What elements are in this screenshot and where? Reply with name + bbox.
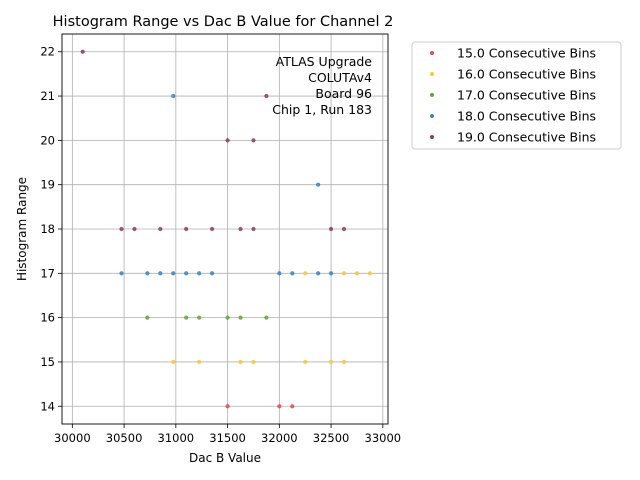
y-tick-label: 14 [40, 399, 55, 413]
data-point-series-2 [367, 271, 373, 276]
data-point-series-1 [225, 404, 230, 409]
data-point-series-5 [80, 49, 85, 54]
data-point-series-4 [277, 271, 282, 276]
data-point-series-5 [158, 226, 163, 232]
data-point-series-1 [277, 404, 282, 409]
data-point-series-2 [341, 271, 347, 276]
data-point-series-5 [225, 138, 230, 143]
y-tick-label: 17 [40, 266, 55, 280]
x-tick-label: 31000 [158, 431, 195, 445]
y-tick-label: 20 [40, 133, 55, 147]
data-point-series-3 [183, 315, 189, 320]
x-tick-label: 30000 [54, 431, 91, 445]
annotation-line: ATLAS Upgrade [276, 54, 373, 69]
annotation-line: COLUTAv4 [308, 70, 372, 85]
legend-frame [411, 41, 622, 150]
data-point-series-2 [171, 359, 176, 365]
data-point-series-5 [183, 226, 189, 232]
legend-label-series-5: 19.0 Consecutive Bins [457, 130, 596, 145]
data-point-series-4 [183, 271, 189, 276]
data-point-series-3 [196, 315, 202, 320]
legend-label-series-1: 15.0 Consecutive Bins [457, 46, 596, 61]
data-point-series-2 [251, 359, 256, 365]
x-tick-label: 33000 [365, 431, 402, 445]
data-point-series-5 [209, 226, 215, 232]
legend-label-series-2: 16.0 Consecutive Bins [457, 67, 596, 82]
data-point-series-4 [196, 271, 202, 276]
data-point-series-2 [303, 271, 308, 276]
legend-marker-series-1 [430, 51, 434, 55]
annotation-line: Board 96 [315, 86, 372, 101]
y-tick-label: 16 [40, 311, 55, 325]
data-point-series-5 [328, 226, 334, 232]
data-point-series-5 [132, 226, 137, 232]
legend-label-series-4: 18.0 Consecutive Bins [457, 109, 596, 124]
data-point-series-4 [119, 271, 124, 276]
legend-marker-series-2 [430, 72, 434, 76]
legend-marker-series-4 [430, 114, 434, 118]
data-point-series-3 [145, 315, 150, 320]
data-point-series-3 [225, 315, 230, 320]
x-tick-label: 31500 [209, 431, 246, 445]
x-tick-label: 32000 [261, 431, 298, 445]
data-point-series-4 [315, 182, 321, 187]
data-point-series-4 [171, 271, 176, 276]
data-point-series-2 [341, 359, 347, 365]
y-tick-label: 19 [40, 178, 55, 192]
data-point-series-4 [145, 271, 150, 276]
data-points [80, 49, 373, 409]
y-tick-label: 22 [40, 45, 55, 59]
data-point-series-2 [196, 359, 202, 365]
data-point-series-4 [315, 271, 321, 276]
legend-label-series-3: 17.0 Consecutive Bins [457, 88, 596, 103]
data-point-series-5 [238, 226, 243, 232]
legend: 15.0 Consecutive Bins 16.0 Consecutive Bi… [411, 41, 622, 150]
data-point-series-5 [341, 226, 347, 232]
y-tick-label: 18 [40, 222, 55, 236]
data-point-series-3 [264, 315, 269, 320]
x-axis-ticks: 30000 30500 31000 31500 32000 32500 33000 [54, 424, 401, 445]
data-point-series-2 [328, 359, 334, 365]
data-point-series-5 [251, 138, 256, 143]
data-point-series-5 [251, 226, 256, 232]
data-point-series-4 [290, 271, 295, 276]
chart-title: Histogram Range vs Dac B Value for Chann… [53, 14, 394, 30]
data-point-series-3 [238, 315, 243, 320]
data-point-series-2 [354, 271, 360, 276]
legend-marker-series-5 [430, 135, 434, 139]
data-point-series-5 [119, 226, 124, 232]
y-axis-ticks: 14 15 16 17 18 19 20 21 22 [40, 45, 62, 413]
data-point-series-4 [171, 93, 176, 99]
data-point-series-2 [303, 359, 308, 365]
y-tick-label: 21 [40, 89, 55, 103]
x-axis-label: Dac B Value [189, 451, 261, 465]
x-tick-label: 30500 [106, 431, 143, 445]
data-point-series-2 [238, 359, 243, 365]
legend-marker-series-3 [430, 93, 434, 97]
x-tick-label: 32500 [313, 431, 350, 445]
y-tick-label: 15 [40, 355, 55, 369]
data-point-series-4 [209, 271, 215, 276]
data-point-series-1 [290, 404, 295, 409]
data-point-series-4 [328, 271, 334, 276]
annotation-line: Chip 1, Run 183 [272, 102, 372, 117]
data-point-series-5 [264, 93, 269, 99]
data-point-series-4 [158, 271, 163, 276]
y-axis-label: Histogram Range [15, 177, 29, 281]
